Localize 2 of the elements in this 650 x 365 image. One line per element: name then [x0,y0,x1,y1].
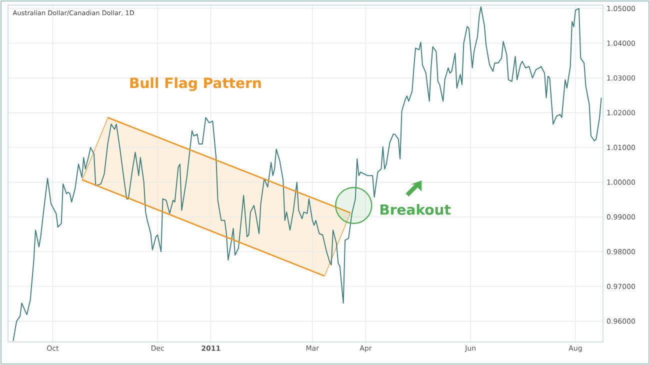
annotation: Bull Flag Pattern [130,77,261,92]
annotation: Breakout [380,204,451,215]
